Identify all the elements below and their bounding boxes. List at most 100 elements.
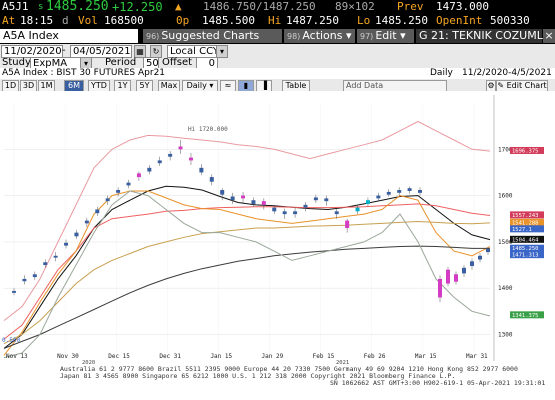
actions-button[interactable]: 98) Actions ▾: [284, 29, 356, 43]
suggested-charts-number: 96): [146, 32, 160, 41]
series-line-2: [3, 190, 491, 356]
x-tick-label: Jan 15: [210, 353, 232, 360]
price-label-bg: [510, 146, 544, 154]
price-label: 1696.375: [510, 146, 544, 154]
price-label-bg: [510, 244, 544, 252]
candle: [397, 190, 402, 193]
candle: [293, 211, 298, 215]
at-label: At: [2, 14, 16, 27]
price-label-bg: [510, 211, 544, 219]
year-label: 2021: [336, 360, 349, 366]
bloomberg-footer: Australia 61 2 9777 8600 Brazil 5511 239…: [60, 365, 545, 387]
series-line-0: [3, 185, 491, 349]
suggested-charts-button[interactable]: 96) Suggested Charts: [143, 29, 283, 43]
suggested-charts-label: Suggested Charts: [161, 29, 260, 42]
candle: [116, 190, 121, 193]
series-line-6: [3, 190, 491, 359]
series-line-1: [3, 203, 491, 340]
period-max[interactable]: Max: [158, 80, 180, 92]
close-icon[interactable]: ×: [543, 29, 555, 43]
candle: [324, 198, 329, 202]
oi-value: 500330: [490, 14, 530, 27]
x-tick-label: Mar 15: [415, 353, 437, 360]
ticker-field[interactable]: A5A Index: [0, 29, 138, 43]
candle: [355, 207, 360, 212]
price-label-text: 1541.288: [512, 220, 539, 226]
price-label-bg: [510, 218, 544, 226]
candle: [126, 182, 131, 186]
price-label: 1504.464: [510, 235, 544, 243]
oi-label: OpenInt: [436, 14, 483, 27]
price-label-text: 1485.250: [512, 246, 539, 252]
price-chart[interactable]: 1300 1400 1500 1600 1700 1696.375 1557.243154…: [0, 91, 555, 400]
edit-chart-label: Edit Chart: [506, 81, 547, 90]
edit-chart-pencil-icon: ✎: [497, 81, 505, 90]
candle: [418, 190, 422, 193]
date-range-label: 11/2/2020-4/5/2021: [462, 68, 552, 78]
frequency-select-label: Daily: [186, 81, 207, 90]
edit-button[interactable]: 97) Edit ▾: [357, 29, 415, 43]
toolbar: A5A Index 96) Suggested Charts 98) Actions…: [0, 29, 555, 43]
footer-line: Japan 81 3 4565 8900 Singapore 65 6212 1…: [60, 372, 455, 380]
hi-value: 1487.250: [286, 14, 339, 27]
prev-label: Prev: [397, 0, 424, 13]
candle: [386, 191, 391, 195]
ticker-label: A5J1: [2, 0, 29, 13]
candle: [95, 209, 100, 214]
candle: [157, 160, 162, 164]
last-price: 1485.250: [46, 0, 109, 14]
date-separator: -: [62, 45, 66, 56]
y-tick-label: 1600: [498, 193, 513, 200]
candle: [303, 204, 308, 208]
candle: [188, 157, 193, 161]
candle: [376, 195, 381, 199]
period-field[interactable]: 50: [143, 57, 159, 70]
currency-label: Local CCY: [170, 46, 219, 57]
candle: [178, 146, 183, 150]
actions-number: 98): [287, 32, 301, 41]
lo-value: 1485.250: [375, 14, 428, 27]
price-label: 1541.288: [510, 218, 544, 226]
d-label: d: [62, 14, 69, 27]
edit-label: Edit: [375, 29, 397, 42]
price-label-text: 1471.313: [512, 253, 539, 259]
candle: [12, 290, 16, 293]
quote-row-2: At 18:15 d Vol 168500 0p 1485.500 Hi 148…: [0, 14, 555, 28]
candle: [105, 198, 110, 202]
end-date-field[interactable]: 04/05/2021: [70, 45, 132, 58]
price-label-text: 1696.375: [512, 148, 539, 154]
actions-dropdown-icon: ▾: [342, 29, 352, 42]
calendar-icon[interactable]: ▦: [134, 45, 146, 58]
frequency-label: Daily: [430, 68, 453, 78]
candle: [282, 211, 287, 215]
period-3d[interactable]: 3D: [20, 80, 37, 92]
y-tick-label: 1300: [498, 331, 513, 338]
candle: [251, 200, 256, 204]
candle: [209, 177, 214, 182]
x-tick-label: Mar 31: [466, 353, 488, 360]
last-price-prefix: s: [38, 2, 44, 12]
price-label: 1557.243: [510, 211, 544, 219]
candle: [32, 274, 37, 278]
x-axis-labels: Nov 13 Nov 30 Dec 15 Dec 31 Jan 15 Jan 29 Feb …: [6, 353, 488, 366]
x-tick-label: Nov 13: [6, 353, 28, 360]
footer-line: Australia 61 2 9777 8600 Brazil 5511 239…: [60, 365, 518, 373]
candle: [22, 278, 27, 282]
study-label: Study: [2, 57, 31, 68]
x-tick-label: Dec 31: [159, 353, 181, 360]
currency-dropdown-icon[interactable]: ▾: [216, 45, 228, 58]
candle: [136, 173, 141, 178]
candle: [313, 197, 318, 201]
price-label: 1471.313: [510, 251, 544, 259]
candle: [147, 167, 152, 172]
edit-dropdown-icon: ▾: [396, 29, 406, 42]
candle: [53, 255, 58, 258]
chart-grid: [4, 95, 495, 361]
price-label-bg: [510, 311, 544, 319]
hi-label: Hi: [268, 14, 282, 27]
candle: [241, 195, 246, 199]
candle: [462, 267, 466, 274]
up-arrow-icon: ▲: [175, 0, 182, 13]
edit-number: 97): [360, 32, 374, 41]
candle: [446, 269, 450, 284]
